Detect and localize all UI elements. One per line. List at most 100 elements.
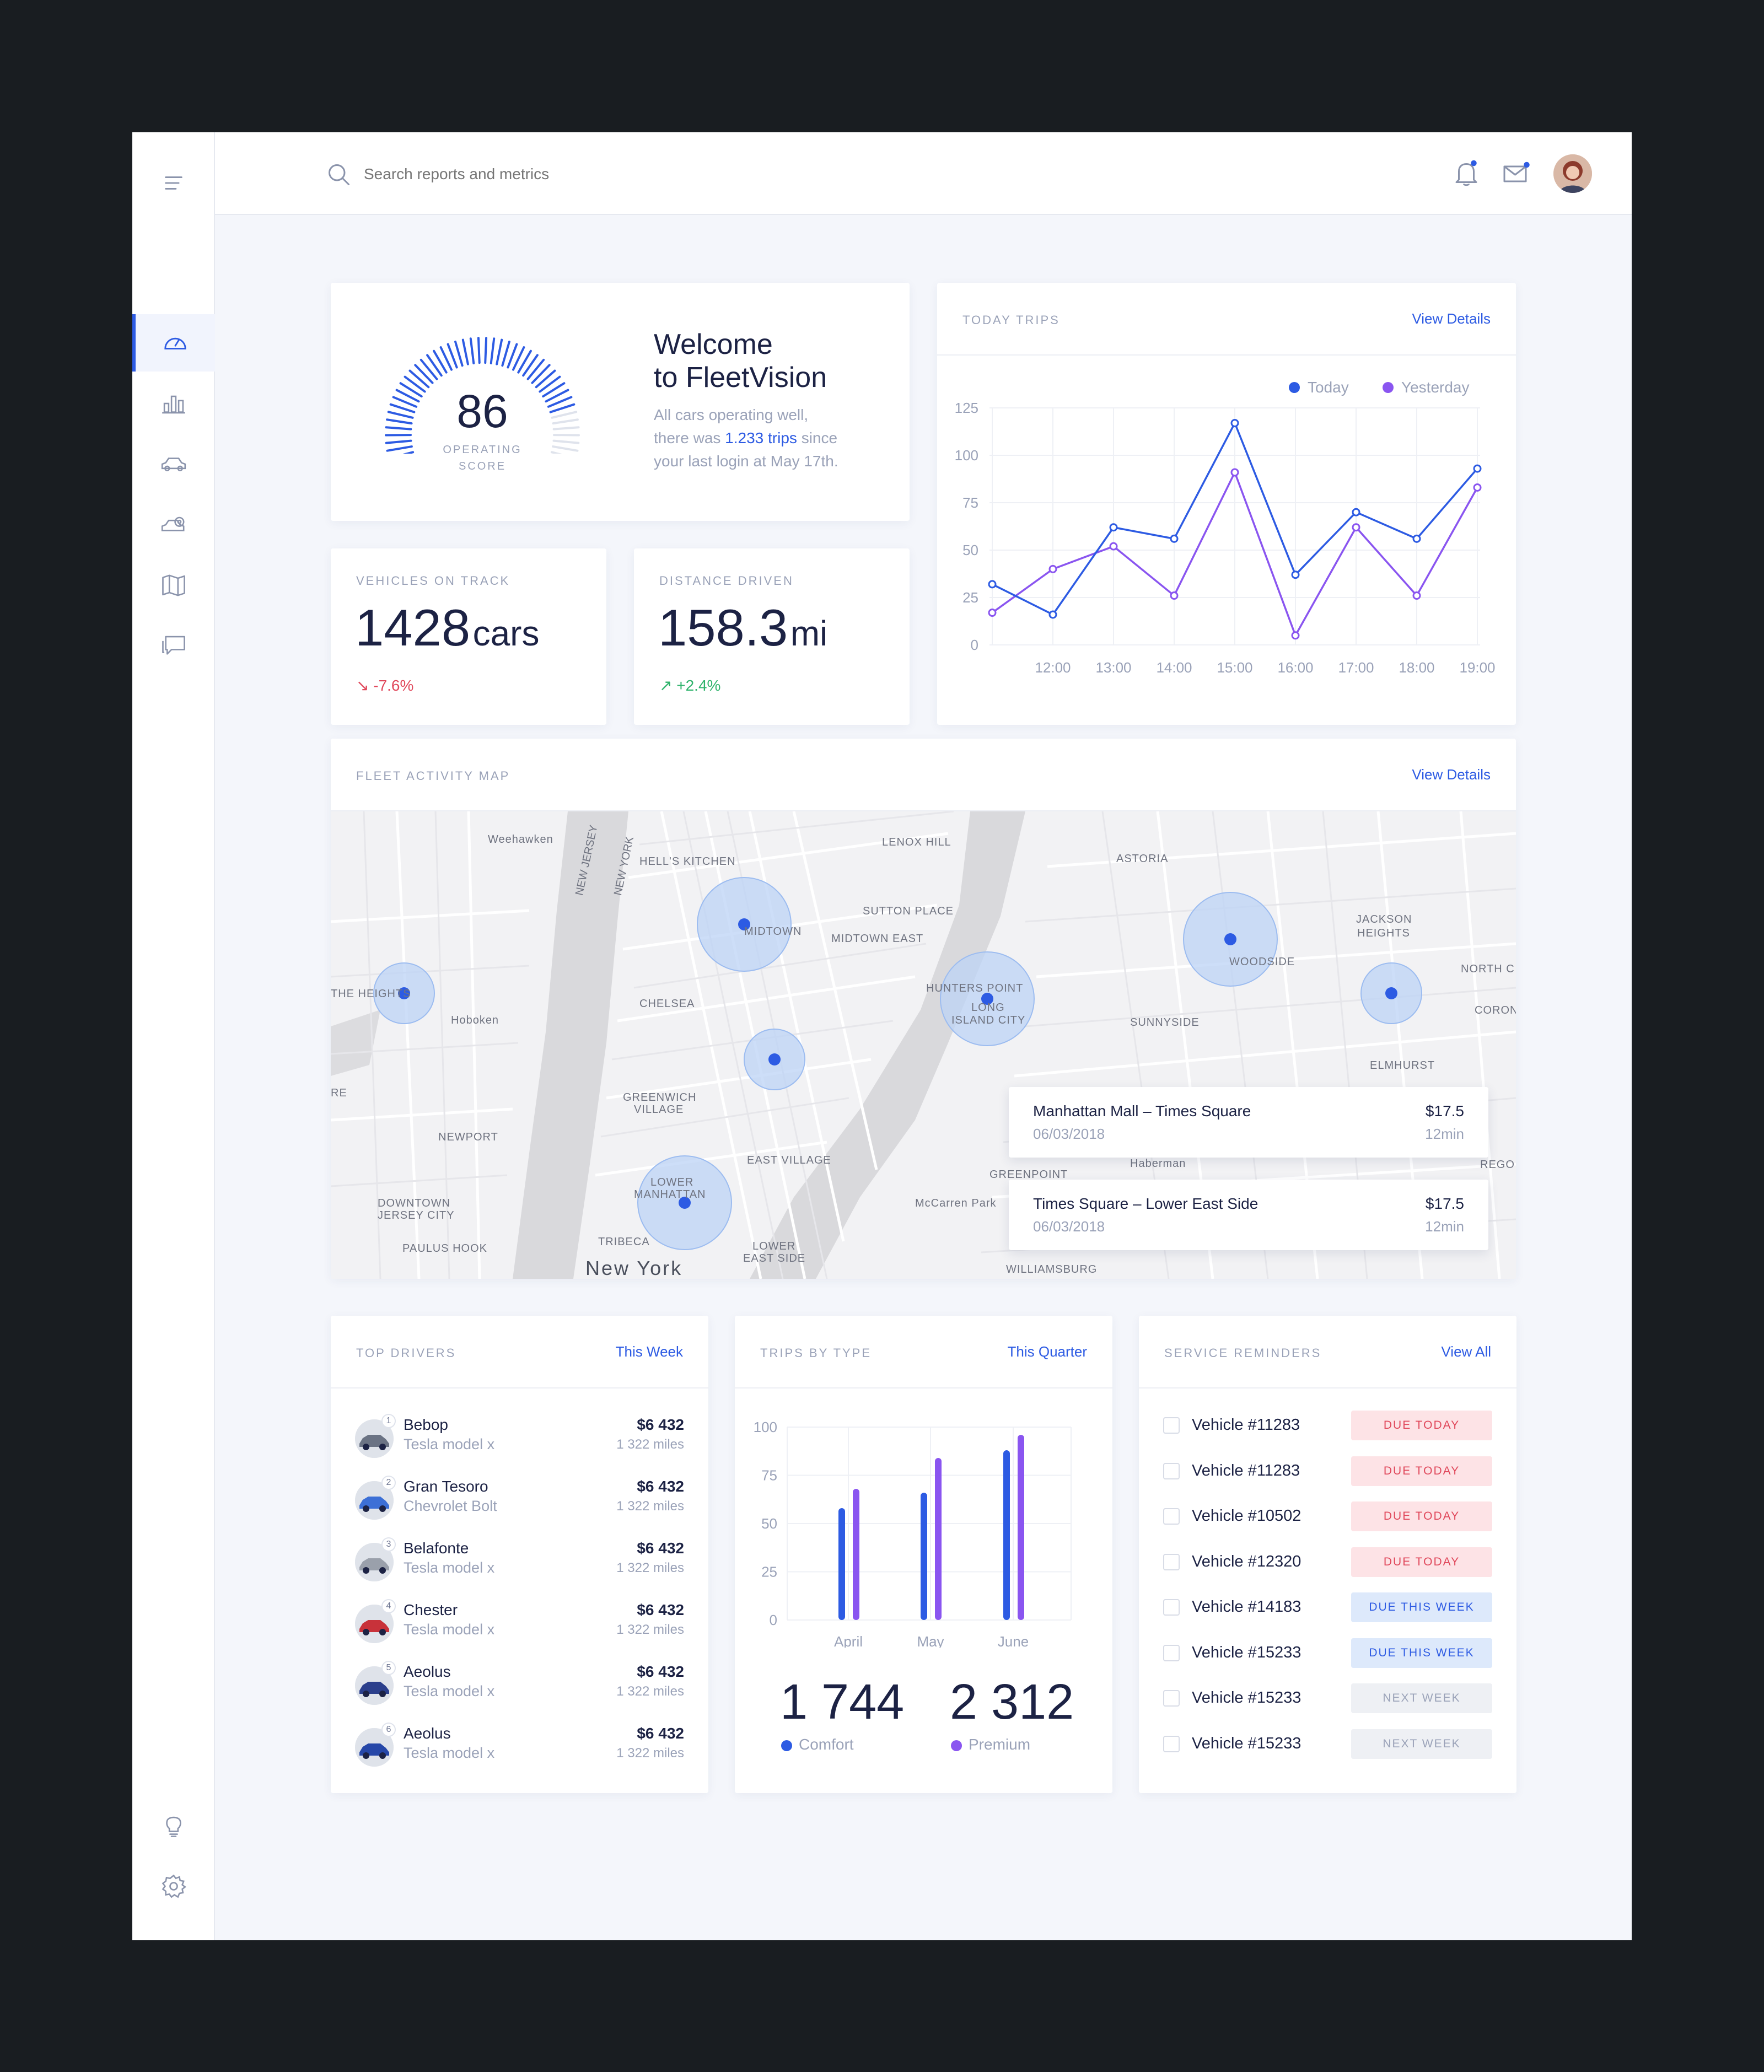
trips-count-link[interactable]: 1.233 trips	[725, 429, 797, 446]
welcome-title-line-1: Welcome	[654, 329, 773, 360]
fleet-map-view-details-link[interactable]: View Details	[1412, 766, 1491, 783]
reminder-checkbox[interactable]	[1163, 1508, 1180, 1525]
premium-legend: Premium	[951, 1736, 1030, 1753]
reminder-checkbox[interactable]	[1163, 1644, 1180, 1661]
sidebar-item-vehicles[interactable]	[132, 435, 215, 493]
driver-earnings: $6 432	[637, 1601, 684, 1618]
top-drivers-this-week-link[interactable]: This Week	[615, 1343, 683, 1360]
driver-row[interactable]: 2 Gran Tesoro Chevrolet Bolt $6 432 1 322 mi…	[355, 1476, 684, 1532]
tips-button[interactable]	[132, 1797, 215, 1854]
sidebar-item-dashboard[interactable]	[132, 314, 215, 372]
fleet-map-title: FLEET ACTIVITY MAP	[356, 769, 510, 783]
map-label-lower-east-1: LOWER	[752, 1240, 796, 1252]
x-tick-label: 16:00	[1277, 659, 1313, 676]
bar-premium[interactable]	[853, 1489, 859, 1620]
vehicles-change-value: -7.6%	[373, 677, 414, 694]
gauge-tick	[552, 418, 579, 425]
map-label-greenwich-1: GREENWICH	[623, 1091, 697, 1104]
gauge-tick	[501, 340, 510, 367]
today-trips-view-details-link[interactable]: View Details	[1412, 310, 1491, 327]
data-point-yesterday[interactable]	[1109, 542, 1118, 551]
trip-card-1[interactable]: Manhattan Mall – Times Square 06/03/2018…	[1009, 1087, 1488, 1158]
driver-row[interactable]: 1 Bebop Tesla model x $6 432 1 322 miles	[355, 1414, 684, 1470]
notifications-button[interactable]	[1450, 157, 1483, 190]
avatar[interactable]	[1553, 154, 1592, 193]
trips-by-type-this-quarter-link[interactable]: This Quarter	[1007, 1343, 1088, 1360]
driver-name: Bebop	[404, 1416, 448, 1433]
bar-comfort[interactable]	[838, 1508, 845, 1620]
bar-comfort[interactable]	[921, 1493, 927, 1620]
chat-icon	[162, 636, 185, 655]
driver-earnings: $6 432	[637, 1663, 684, 1680]
data-point-yesterday[interactable]	[1412, 591, 1421, 600]
x-tick-label: 12:00	[1035, 659, 1071, 676]
gauge-tick	[535, 369, 556, 389]
trip-card-2[interactable]: Times Square – Lower East Side 06/03/201…	[1009, 1180, 1488, 1250]
bar-chart-icon	[162, 395, 185, 414]
driver-car: Tesla model x	[404, 1436, 495, 1452]
reminder-vehicle: Vehicle #14183	[1192, 1598, 1302, 1616]
bar-comfort[interactable]	[1003, 1450, 1010, 1620]
gauge-tick	[386, 445, 413, 452]
fleet-activity-map-card: FLEET ACTIVITY MAP View Details	[331, 739, 1516, 1279]
today-trips-card: TODAY TRIPS View Details 0 25 50 75 100 125 12…	[937, 283, 1516, 725]
messages-button[interactable]	[1499, 157, 1532, 190]
driver-row[interactable]: 4 Chester Tesla model x $6 432 1 322 miles	[355, 1599, 684, 1655]
data-point-yesterday[interactable]	[1473, 483, 1482, 492]
data-point-today[interactable]	[1412, 534, 1421, 543]
data-point-yesterday[interactable]	[1170, 591, 1179, 600]
reminder-checkbox[interactable]	[1163, 1690, 1180, 1707]
sidebar-item-messages[interactable]	[132, 617, 215, 675]
data-point-today[interactable]	[1352, 508, 1360, 516]
driver-row[interactable]: 5 Aeolus Tesla model x $6 432 1 322 miles	[355, 1661, 684, 1717]
data-point-today[interactable]	[1473, 464, 1482, 473]
menu-button[interactable]	[132, 154, 215, 212]
data-point-yesterday[interactable]	[988, 609, 997, 617]
data-point-yesterday[interactable]	[1291, 631, 1300, 640]
sidebar-item-reports[interactable]	[132, 375, 215, 432]
search-input[interactable]	[364, 159, 750, 190]
y-tick-label: 50	[761, 1515, 777, 1532]
data-point-today[interactable]	[988, 580, 997, 589]
driver-miles: 1 322 miles	[616, 1746, 684, 1761]
reminder-checkbox[interactable]	[1163, 1599, 1180, 1616]
map-label-corona: CORON	[1475, 1004, 1516, 1016]
bar-premium[interactable]	[935, 1458, 942, 1620]
map-label-greenpoint: GREENPOINT	[989, 1169, 1068, 1181]
y-tick-label: 25	[962, 589, 978, 606]
data-point-today[interactable]	[1170, 534, 1179, 543]
map-canvas[interactable]: Weehawken HELL'S KITCHEN LENOX HILL ASTORIA…	[331, 811, 1516, 1279]
data-point-yesterday[interactable]	[1352, 523, 1360, 532]
y-tick-label: 50	[962, 542, 978, 558]
service-reminders-card: SERVICE REMINDERS View All Vehicle #1128…	[1139, 1316, 1516, 1793]
service-reminders-view-all-link[interactable]: View All	[1441, 1343, 1491, 1360]
driver-row[interactable]: 3 Belafonte Tesla model x $6 432 1 322 miles	[355, 1537, 684, 1594]
distance-driven-card: DISTANCE DRIVEN 158.3 mi ↗ +2.4%	[634, 548, 910, 725]
data-point-today[interactable]	[1109, 523, 1118, 532]
data-point-today[interactable]	[1291, 571, 1300, 579]
map-label-lower-manhattan-1: LOWER	[650, 1176, 694, 1188]
premium-total: 2 312	[950, 1675, 1074, 1730]
sidebar-item-service[interactable]	[132, 496, 215, 553]
reminder-checkbox[interactable]	[1163, 1417, 1180, 1434]
bar-premium[interactable]	[1018, 1435, 1024, 1620]
distance-change-value: +2.4%	[676, 677, 721, 694]
x-tick-label: May	[917, 1633, 944, 1648]
sidebar-item-map[interactable]	[132, 557, 215, 614]
legend-dot	[1383, 382, 1394, 393]
gauge-tick	[414, 364, 434, 384]
gauge-tick	[551, 411, 578, 419]
data-point-yesterday[interactable]	[1230, 468, 1239, 477]
reminder-checkbox[interactable]	[1163, 1553, 1180, 1570]
y-tick-label: 0	[770, 1612, 777, 1628]
reminder-checkbox[interactable]	[1163, 1462, 1180, 1479]
map-label-hells-kitchen: HELL'S KITCHEN	[639, 855, 736, 868]
data-point-today[interactable]	[1230, 419, 1239, 428]
bell-icon	[1455, 160, 1477, 186]
data-point-today[interactable]	[1048, 610, 1057, 619]
data-point-yesterday[interactable]	[1048, 564, 1057, 573]
operating-score-label-1: OPERATING	[443, 444, 522, 456]
reminder-checkbox[interactable]	[1163, 1735, 1180, 1752]
settings-button[interactable]	[132, 1858, 215, 1915]
driver-row[interactable]: 6 Aeolus Tesla model x $6 432 1 322 miles	[355, 1723, 684, 1779]
